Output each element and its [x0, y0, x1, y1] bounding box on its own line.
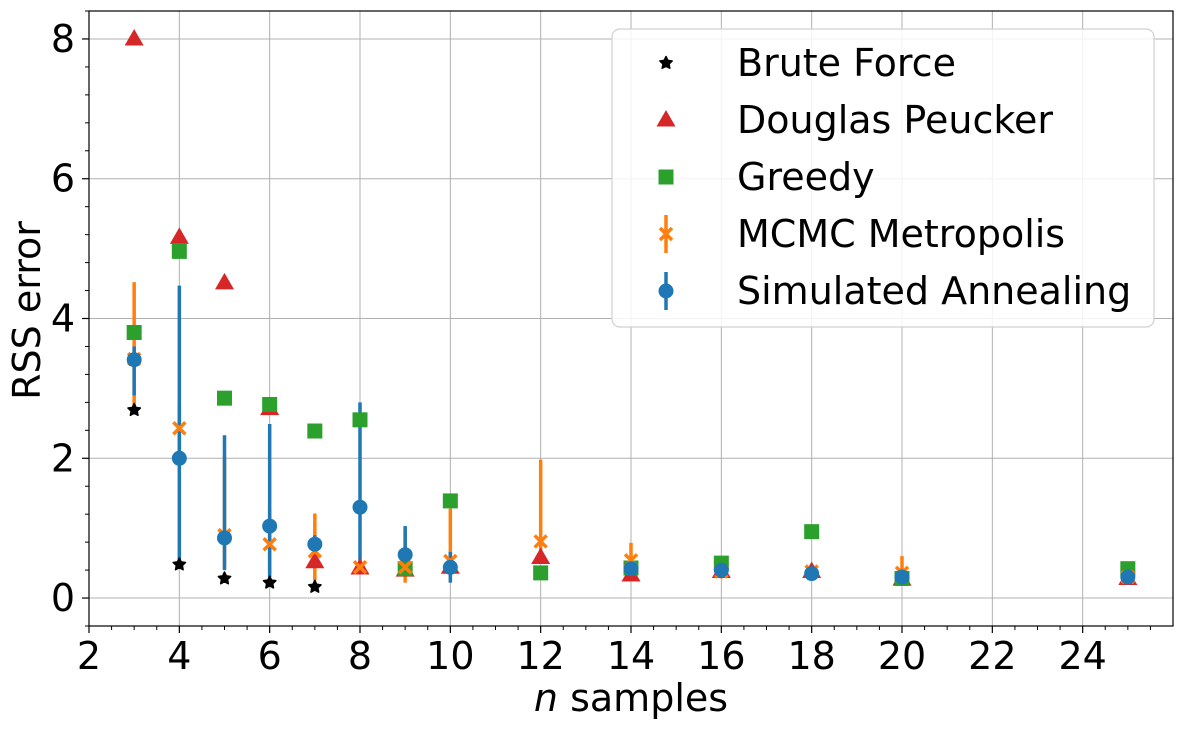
y-axis-label: RSS error	[5, 221, 49, 400]
greedy-point	[442, 493, 458, 509]
x-tick-label: 8	[348, 634, 372, 678]
greedy-point	[307, 423, 323, 439]
douglas-peucker-point	[305, 551, 325, 569]
x-tick-label: 20	[878, 634, 926, 678]
simulated-annealing-point	[713, 562, 729, 578]
legend-box	[611, 28, 1155, 328]
greedy-point	[262, 396, 278, 412]
greedy-point	[533, 565, 549, 581]
x-tick-label: 16	[697, 634, 745, 678]
greedy-point	[126, 324, 142, 340]
legend-label: MCMC Metropolis	[737, 212, 1065, 256]
simulated-annealing-point	[397, 547, 413, 563]
mcmc-metropolis-point	[397, 560, 413, 575]
greedy-point	[171, 243, 187, 259]
x-axis-label-var: n	[534, 676, 558, 720]
simulated-annealing-point	[171, 450, 187, 466]
mcmc-metropolis-point	[172, 420, 187, 436]
brute-force-point	[217, 571, 232, 585]
legend-marker-star	[659, 55, 673, 70]
x-tick-label: 18	[787, 634, 835, 678]
y-tick-label: 4	[51, 297, 75, 341]
douglas-peucker-point	[124, 28, 144, 46]
douglas-peucker-point	[531, 547, 551, 565]
mcmc-metropolis-point	[533, 534, 548, 549]
brute-force-point	[262, 575, 277, 589]
legend-label: Brute Force	[737, 41, 956, 85]
douglas-peucker-point	[169, 227, 189, 244]
legend-label: Greedy	[737, 155, 875, 199]
x-tick-label: 24	[1058, 634, 1106, 678]
x-tick-label: 6	[258, 634, 282, 678]
douglas-peucker-point	[215, 272, 234, 290]
x-tick-label: 14	[607, 634, 655, 678]
legend-marker-circle	[658, 283, 674, 299]
mcmc-metropolis-point	[352, 560, 368, 575]
greedy-point	[352, 412, 368, 428]
simulated-annealing-point	[262, 518, 278, 534]
x-tick-label: 4	[167, 634, 191, 678]
plot-frame	[88, 10, 1174, 627]
legend-label: Simulated Annealing	[737, 269, 1131, 313]
legend-label: Douglas Peucker	[737, 98, 1053, 142]
x-axis-label-text: samples	[558, 676, 728, 720]
data-markers	[124, 28, 1138, 593]
simulated-annealing-point	[352, 499, 368, 515]
simulated-annealing-point	[1120, 569, 1136, 585]
y-tick-label: 8	[51, 17, 75, 61]
greedy-point	[804, 524, 820, 540]
legend: Brute Force Douglas Peucker Greedy MCMC Met…	[611, 28, 1155, 328]
simulated-annealing-point	[804, 566, 820, 582]
y-tick-label: 2	[51, 436, 75, 480]
legend-marker-triangle	[656, 110, 676, 127]
y-tick-label: 6	[51, 157, 75, 201]
x-tick-label: 10	[426, 634, 474, 678]
x-axis-label: n samples	[534, 676, 728, 720]
simulated-annealing-point	[442, 559, 458, 575]
brute-force-point	[127, 402, 142, 417]
mcmc-metropolis-point	[262, 536, 277, 552]
x-tick-label: 12	[516, 634, 564, 678]
simulated-annealing-point	[623, 561, 639, 577]
legend-marker-square	[658, 169, 674, 185]
brute-force-point	[172, 557, 187, 571]
legend-marker-x	[658, 226, 674, 242]
simulated-annealing-point	[126, 352, 142, 368]
x-tick-label: 2	[77, 634, 101, 678]
x-tick-label: 22	[968, 634, 1016, 678]
greedy-point	[217, 390, 232, 406]
simulated-annealing-point	[894, 569, 910, 585]
y-tick-label: 0	[51, 576, 75, 620]
simulated-annealing-point	[307, 536, 323, 552]
brute-force-point	[307, 579, 322, 593]
simulated-annealing-point	[217, 530, 232, 546]
